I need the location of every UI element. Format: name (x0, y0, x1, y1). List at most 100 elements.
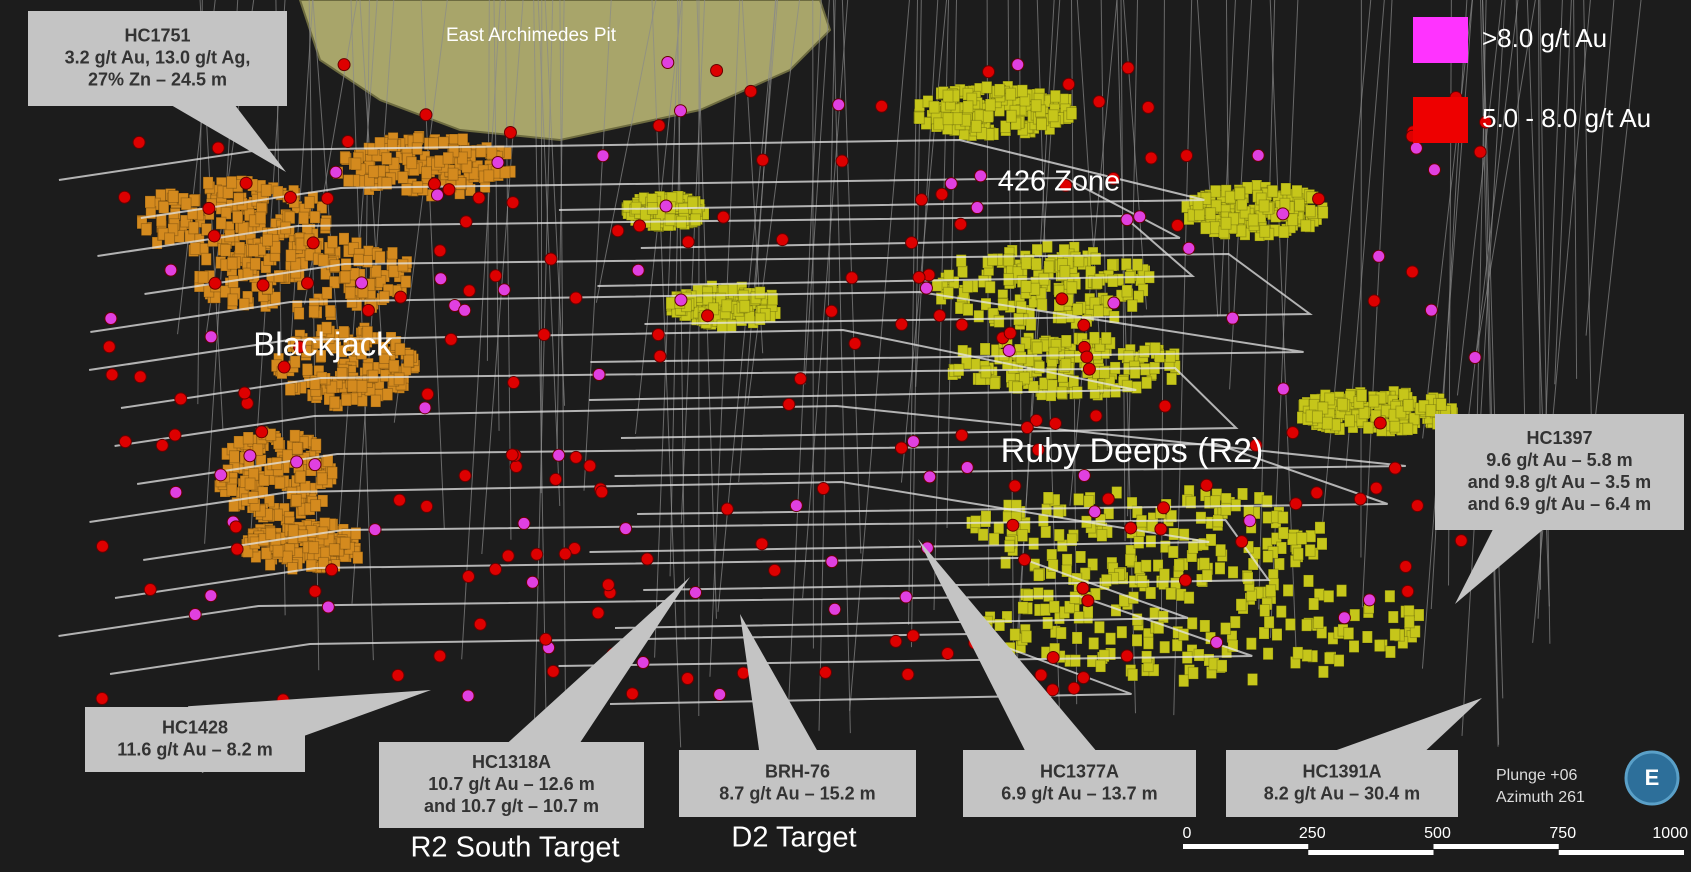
yellow-block (1294, 198, 1306, 212)
orange-block (226, 256, 238, 270)
assay-dot (433, 649, 447, 663)
yellow-block (1408, 412, 1420, 426)
orange-block (201, 222, 213, 236)
assay-dot (462, 284, 476, 298)
orange-block (328, 543, 340, 557)
orange-block (274, 476, 286, 490)
assay-dot (1362, 593, 1376, 607)
yellow-block (975, 372, 987, 386)
assay-dot (1182, 241, 1196, 255)
assay-dot (1372, 249, 1386, 263)
orange-block (231, 210, 243, 224)
orange-block (295, 470, 307, 484)
assay-dot (1289, 497, 1303, 511)
wireframe (140, 176, 1181, 249)
assay-dot (461, 570, 475, 584)
assay-dot (1473, 145, 1487, 159)
assay-dot (970, 201, 984, 215)
assay-dot (935, 187, 949, 201)
drill-trace (1422, 0, 1473, 439)
yellow-block (1313, 615, 1325, 629)
yellow-block (1245, 637, 1257, 651)
yellow-block (1141, 376, 1153, 390)
yellow-block (1020, 256, 1032, 270)
assay-dot (894, 441, 908, 455)
scale-segment (1308, 850, 1434, 855)
orange-block (286, 561, 298, 575)
orange-block (140, 223, 152, 237)
orange-block (215, 216, 227, 230)
yellow-block (1033, 568, 1045, 582)
orange-block (386, 138, 398, 152)
callout-line: and 6.9 g/t Au – 6.4 m (1468, 494, 1651, 514)
assay-dot (960, 460, 974, 474)
assay-dot (301, 276, 315, 290)
assay-dot (591, 606, 605, 620)
yellow-block (1027, 380, 1039, 394)
yellow-block (1304, 204, 1316, 218)
yellow-block (1229, 615, 1241, 629)
orange-block (309, 377, 321, 391)
orange-block (321, 321, 333, 335)
yellow-block (739, 299, 751, 313)
orange-block (180, 197, 192, 211)
yellow-block (1178, 674, 1190, 688)
drill-trace (544, 0, 566, 406)
yellow-block (1403, 615, 1415, 629)
drill-trace (1196, 0, 1219, 317)
assay-dot (95, 692, 109, 706)
assay-dot (229, 520, 243, 534)
yellow-block (993, 314, 1005, 328)
legend: >8.0 g/t Au 5.0 - 8.0 g/t Au (1413, 17, 1651, 143)
callout-line: and 10.7 g/t – 10.7 m (424, 796, 599, 816)
drill-trace (1515, 0, 1526, 424)
assay-dot (239, 176, 253, 190)
yellow-block (716, 319, 728, 333)
callout-box (1435, 414, 1684, 530)
yellow-block (1168, 527, 1180, 541)
assay-dot (1369, 481, 1383, 495)
assay-dot (1008, 479, 1022, 493)
labels: East Archimedes Pit 426 Zone Blackjack R… (253, 25, 1680, 864)
assay-dot (1424, 303, 1438, 317)
assay-dot (818, 665, 832, 679)
assay-dot (188, 607, 202, 621)
yellow-block (1199, 557, 1211, 571)
zone-label: D2 Target (731, 822, 856, 854)
yellow-block (1090, 252, 1102, 266)
drill-trace (747, 0, 801, 406)
orange-block (188, 221, 200, 235)
yellow-block (1247, 213, 1259, 227)
orange-block (388, 264, 400, 278)
yellow-block (1316, 537, 1328, 551)
orange-block (352, 341, 364, 355)
callout-pointer (918, 539, 1108, 803)
yellow-block (1043, 260, 1055, 274)
assay-dot (793, 372, 807, 386)
assay-dot (661, 56, 675, 70)
yellow-block (1395, 405, 1407, 419)
orange-block (347, 379, 359, 393)
orange-block (342, 174, 354, 188)
assay-dot (906, 435, 920, 449)
callout-pointer (740, 614, 830, 795)
orange-block (202, 176, 214, 190)
assay-dot (1210, 635, 1224, 649)
assay-dot (1251, 148, 1265, 162)
assay-dot (308, 584, 322, 598)
orange-block (310, 499, 322, 513)
orange-block (255, 211, 267, 225)
assay-dot (539, 632, 553, 646)
assay-dot (915, 193, 929, 207)
drill-trace (559, 0, 566, 698)
yellow-block (1178, 528, 1190, 542)
assay-dot (688, 586, 702, 600)
assay-dot (204, 589, 218, 603)
orange-block (287, 524, 299, 538)
scale-label: 750 (1549, 825, 1576, 842)
yellow-block (1199, 619, 1211, 633)
yellow-block (1031, 341, 1043, 355)
drill-trace (583, 0, 612, 491)
yellow-block (1368, 394, 1380, 408)
assay-dot (255, 425, 269, 439)
